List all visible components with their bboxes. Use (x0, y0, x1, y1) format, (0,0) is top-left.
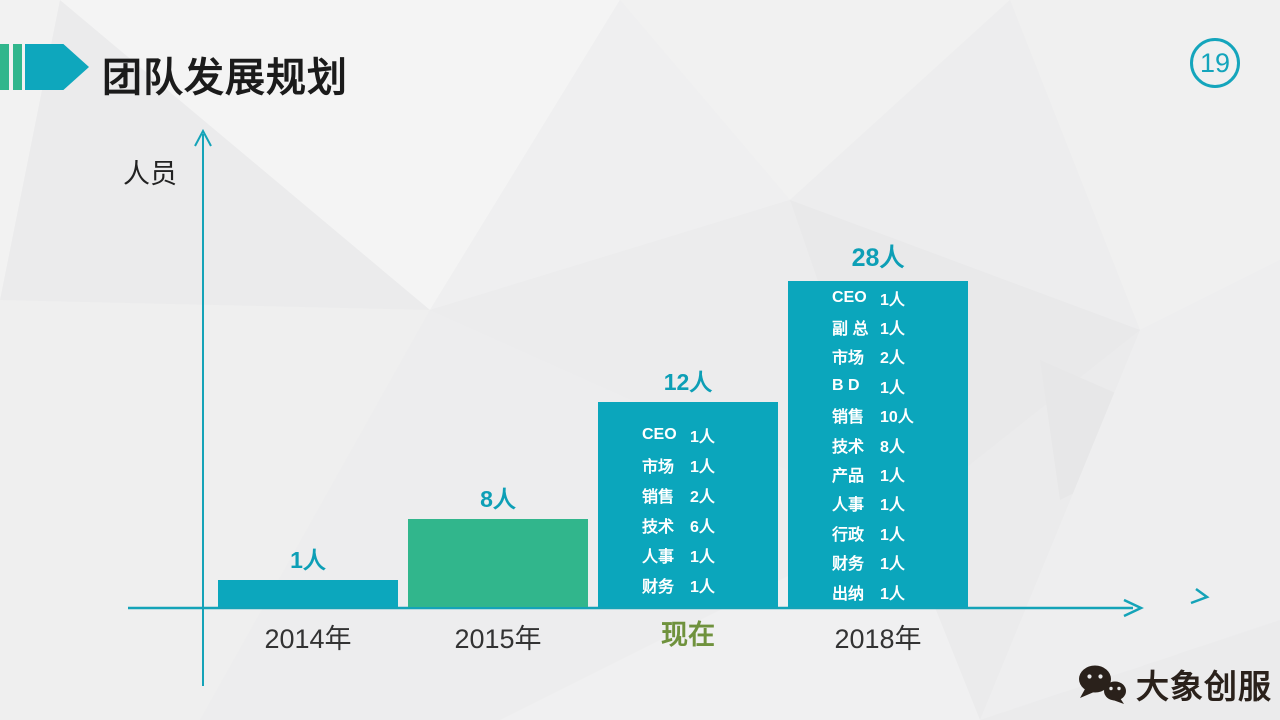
bar-breakdown-row: 出纳 1人 (788, 577, 968, 606)
breakdown-count: 1人 (880, 379, 905, 397)
bar-breakdown-row: 产品 1人 (788, 459, 968, 488)
x-axis-label-now: 现在 (661, 620, 715, 650)
bar-fill (408, 519, 588, 607)
bar-breakdown-row: CEO 1人 (598, 420, 778, 450)
breakdown-count: 1人 (690, 429, 715, 446)
x-axis-label-2015: 2015年 (454, 624, 542, 654)
brand-logo: 大象创服 (1078, 660, 1272, 708)
bar-fill: CEO 1人 市场 1人 销售 2人 技术 6人 人事 1人 财务 1人 (598, 402, 778, 607)
bar-now: 12人 CEO 1人 市场 1人 销售 2人 技术 6人 人事 1人 财务 1人 (598, 369, 778, 607)
bar-breakdown-row: 销售 2人 (598, 480, 778, 510)
breakdown-role: 销售 (832, 409, 865, 427)
brand-name: 大象创服 (1136, 668, 1272, 705)
bar-breakdown-list: CEO 1人副 总 1人 市场 2人 B D 1人 销售 10人 技术 8人 产品 1人 人事 1人 行政 1人… (788, 281, 968, 607)
breakdown-count: 1人 (880, 526, 905, 544)
breakdown-role: 财务 (832, 556, 865, 574)
bar-2018: 28人 CEO 1人副 总 1人 市场 2人 B D 1人 销售 10人 技术 8人 产品 1人 人事 1人… (788, 244, 968, 607)
breakdown-role: 副 总 (832, 321, 869, 339)
bar-breakdown-row: 销售 10人 (788, 401, 968, 430)
page-number-badge: 19 (1190, 38, 1240, 88)
bar-breakdown-row: 市场 1人 (598, 450, 778, 480)
breakdown-role: 出纳 (832, 585, 865, 603)
bar-breakdown-row: 财务 1人 (598, 570, 778, 600)
breakdown-role: 技术 (832, 438, 865, 456)
bar-breakdown-row: 技术 8人 (788, 430, 968, 459)
wechat-icon (1079, 665, 1126, 704)
bar-fill (218, 580, 398, 607)
breakdown-count: 1人 (690, 459, 715, 476)
breakdown-role: 技术 (642, 519, 675, 536)
breakdown-role: 产品 (832, 468, 865, 486)
breakdown-count: 1人 (690, 549, 715, 566)
breakdown-count: 1人 (880, 556, 905, 574)
breakdown-count: 1人 (880, 468, 905, 486)
breakdown-count: 2人 (880, 350, 905, 368)
breakdown-role: 销售 (642, 489, 675, 506)
breakdown-count: 2人 (690, 489, 715, 506)
bar-breakdown-row: 技术 6人 (598, 510, 778, 540)
bar-value-label: 12人 (663, 369, 713, 395)
bar-breakdown-row: 财务 1人 (788, 548, 968, 577)
x-axis-label-2014: 2014年 (264, 624, 352, 654)
breakdown-count: 1人 (880, 497, 905, 515)
bar-2014: 1人 (218, 547, 398, 607)
bar-breakdown-list: CEO 1人 市场 1人 销售 2人 技术 6人 人事 1人 财务 1人 (598, 402, 778, 607)
breakdown-count: 10人 (880, 409, 914, 427)
bar-breakdown-row: 行政 1人 (788, 518, 968, 547)
breakdown-count: 1人 (880, 291, 905, 309)
bar-breakdown-row: B D 1人 (788, 371, 968, 400)
page-title: 团队发展规划 (102, 56, 348, 100)
title-accent-bar (0, 44, 9, 90)
bar-2015: 8人 (408, 486, 588, 607)
bar-breakdown-row: CEO 1人 (788, 283, 968, 312)
bar-breakdown-row: 人事 1人 (788, 489, 968, 518)
breakdown-role: 市场 (832, 350, 865, 368)
breakdown-role: 人事 (642, 549, 675, 566)
x-axis-label-2018: 2018年 (834, 624, 922, 654)
breakdown-count: 1人 (690, 579, 715, 596)
breakdown-count: 1人 (880, 585, 905, 603)
breakdown-count: 6人 (690, 519, 715, 536)
breakdown-role: 财务 (642, 579, 675, 596)
bar-breakdown-row: 副 总 1人 (788, 312, 968, 341)
bar-value-label: 8人 (480, 486, 516, 512)
bar-breakdown-row: 人事 1人 (598, 540, 778, 570)
breakdown-role: 行政 (832, 526, 865, 544)
breakdown-count: 8人 (880, 438, 905, 456)
bar-value-label: 1人 (290, 547, 326, 573)
breakdown-role: CEO (642, 426, 677, 443)
breakdown-count: 1人 (880, 321, 905, 339)
y-axis-label: 人员 (123, 159, 177, 189)
title-accent-bar (13, 44, 22, 90)
breakdown-role: CEO (832, 288, 867, 306)
breakdown-role: 人事 (832, 497, 865, 515)
bar-fill: CEO 1人副 总 1人 市场 2人 B D 1人 销售 10人 技术 8人 产品 1人 人事 1人 行政 1人… (788, 281, 968, 607)
corner-tick-decoration (1190, 587, 1210, 605)
bar-breakdown-row: 市场 2人 (788, 342, 968, 371)
bar-value-label: 28人 (851, 244, 905, 272)
breakdown-role: 市场 (642, 459, 675, 476)
breakdown-role: B D (832, 376, 860, 394)
